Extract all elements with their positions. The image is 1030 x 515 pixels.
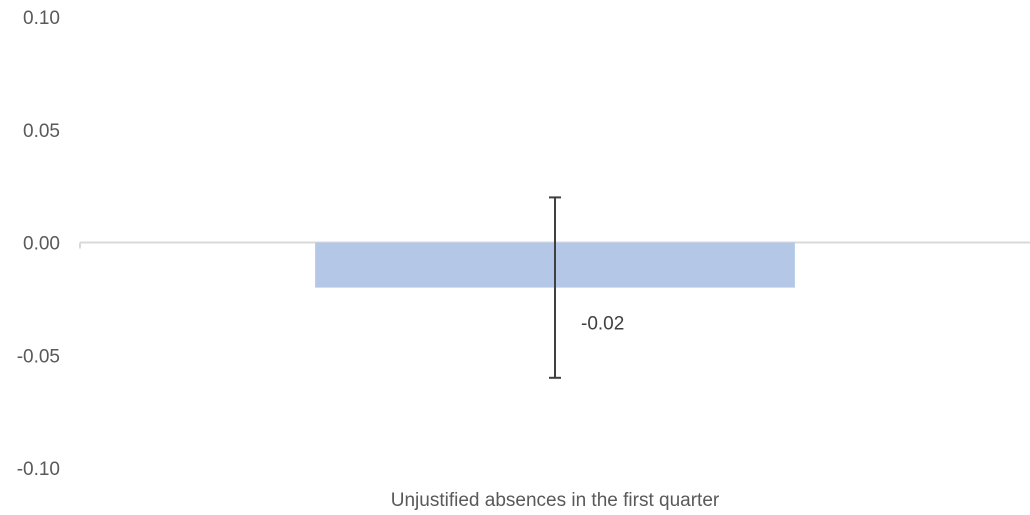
y-tick-label: -0.05	[17, 346, 60, 367]
data-label: -0.02	[581, 314, 624, 335]
y-tick-label: -0.10	[17, 459, 60, 480]
category-label: Unjustified absences in the first quarte…	[391, 490, 720, 511]
y-tick-label: 0.10	[23, 8, 60, 29]
y-tick-label: 0.00	[23, 234, 60, 255]
y-tick-label: 0.05	[23, 121, 60, 142]
error-bars	[549, 196, 561, 379]
data-labels: -0.02	[581, 314, 624, 335]
category-labels: Unjustified absences in the first quarte…	[391, 490, 720, 511]
y-axis-tick-labels: 0.10 0.05 0.00 -0.05 -0.10	[17, 8, 60, 480]
